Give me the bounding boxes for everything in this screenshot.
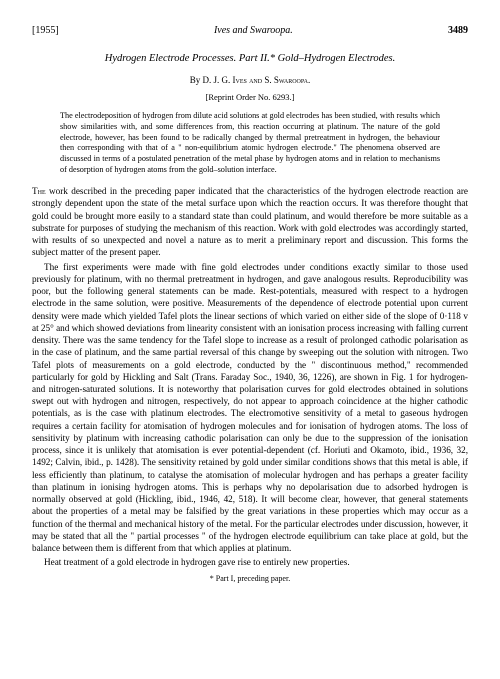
header-year: [1955] (32, 24, 59, 38)
byline-by: By (190, 75, 203, 85)
byline-authors: D. J. G. Ives and S. Swaroopa. (203, 75, 311, 85)
paragraph-3: Heat treatment of a gold electrode in hy… (32, 556, 468, 568)
header-authors: Ives and Swaroopa. (214, 24, 293, 38)
footnote: * Part I, preceding paper. (32, 574, 468, 585)
body-text: The work described in the preceding pape… (32, 185, 468, 568)
page-number: 3489 (448, 24, 468, 38)
paragraph-2: The first experiments were made with fin… (32, 261, 468, 555)
running-header: [1955] Ives and Swaroopa. 3489 (32, 24, 468, 38)
paragraph-1: The work described in the preceding pape… (32, 185, 468, 258)
abstract: The electrodeposition of hydrogen from d… (60, 111, 440, 175)
article-title: Hydrogen Electrode Processes. Part II.* … (32, 52, 468, 66)
para-lead: The (32, 186, 46, 196)
reprint-order: [Reprint Order No. 6293.] (32, 92, 468, 103)
byline: By D. J. G. Ives and S. Swaroopa. (32, 74, 468, 86)
para-1-text: work described in the preceding paper in… (32, 186, 468, 257)
